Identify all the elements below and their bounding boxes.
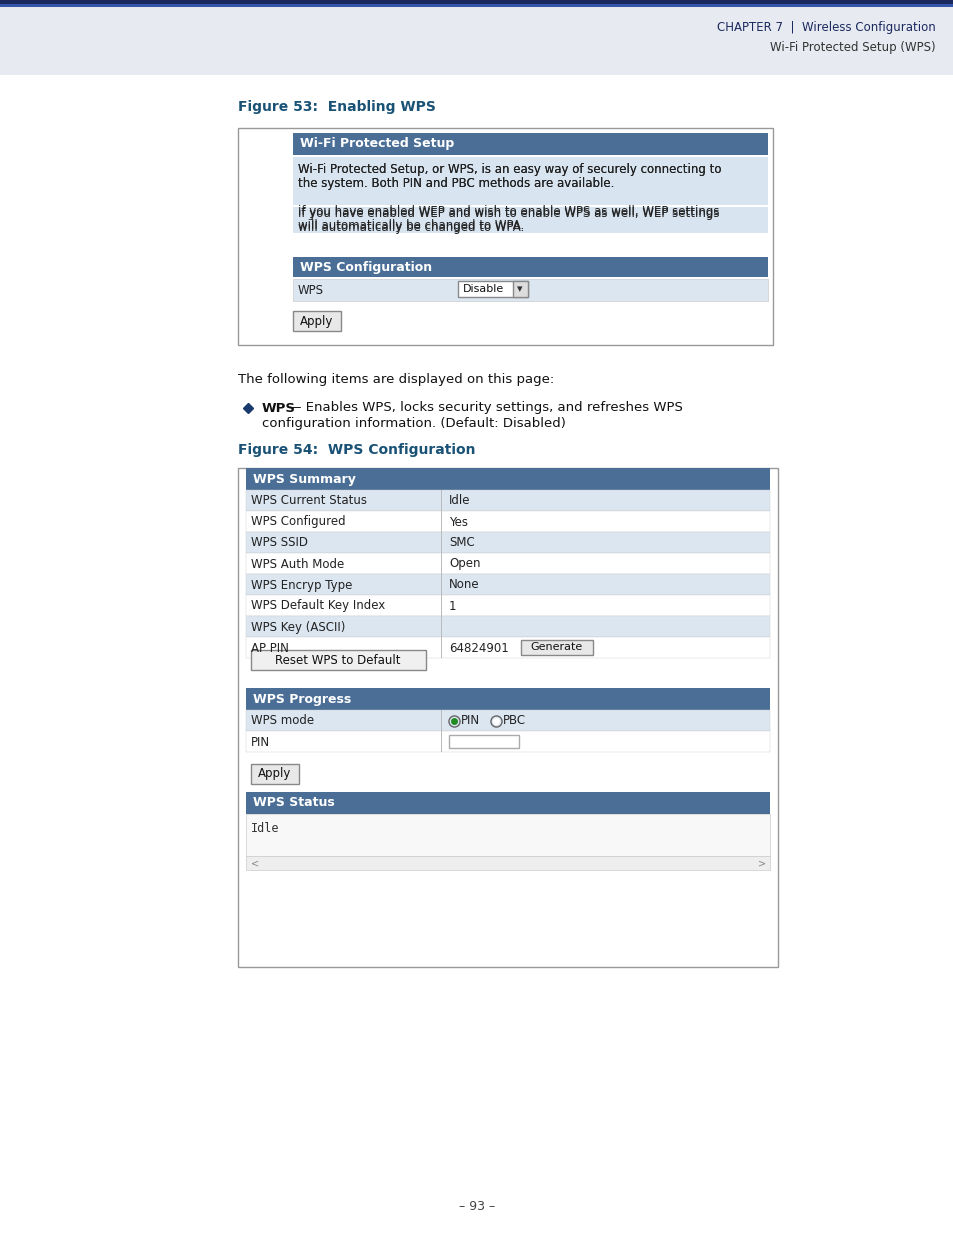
Text: Reset WPS to Default: Reset WPS to Default bbox=[275, 653, 400, 667]
Bar bbox=[246, 814, 769, 856]
Text: Open: Open bbox=[449, 557, 480, 571]
Bar bbox=[246, 595, 769, 616]
Bar bbox=[246, 616, 769, 637]
Text: Wi-Fi Protected Setup, or WPS, is an easy way of securely connecting to: Wi-Fi Protected Setup, or WPS, is an eas… bbox=[297, 163, 720, 175]
Text: WPS Encryp Type: WPS Encryp Type bbox=[251, 578, 352, 592]
Text: – 93 –: – 93 – bbox=[458, 1200, 495, 1214]
Text: WPS Status: WPS Status bbox=[253, 797, 335, 809]
Text: WPS Progress: WPS Progress bbox=[253, 693, 351, 705]
Text: None: None bbox=[449, 578, 479, 592]
Text: ▾: ▾ bbox=[517, 284, 522, 294]
Bar bbox=[0, 0, 953, 75]
Text: Figure 53:  Enabling WPS: Figure 53: Enabling WPS bbox=[237, 100, 436, 114]
Bar bbox=[246, 710, 769, 731]
Text: WPS Configuration: WPS Configuration bbox=[299, 261, 432, 273]
Text: Wi-Fi Protected Setup (WPS): Wi-Fi Protected Setup (WPS) bbox=[770, 41, 935, 53]
Text: WPS Configured: WPS Configured bbox=[251, 515, 345, 529]
Text: Disable: Disable bbox=[462, 284, 504, 294]
Text: Idle: Idle bbox=[251, 821, 279, 835]
Bar bbox=[293, 157, 767, 205]
Bar bbox=[440, 595, 441, 616]
Text: Figure 54:  WPS Configuration: Figure 54: WPS Configuration bbox=[237, 443, 475, 457]
Text: the system. Both PIN and PBC methods are available.: the system. Both PIN and PBC methods are… bbox=[297, 177, 614, 189]
Bar bbox=[293, 311, 340, 331]
Text: Apply: Apply bbox=[258, 767, 292, 781]
Text: <: < bbox=[251, 858, 259, 868]
Text: Idle: Idle bbox=[449, 494, 470, 508]
Text: WPS Auth Mode: WPS Auth Mode bbox=[251, 557, 344, 571]
Bar bbox=[293, 207, 767, 233]
Text: — Enables WPS, locks security settings, and refreshes WPS: — Enables WPS, locks security settings, … bbox=[284, 401, 682, 415]
Bar bbox=[293, 257, 767, 277]
Bar bbox=[246, 553, 769, 574]
Bar bbox=[440, 532, 441, 553]
Bar bbox=[0, 4, 953, 7]
Text: Apply: Apply bbox=[300, 315, 334, 327]
Text: configuration information. (Default: Disabled): configuration information. (Default: Dis… bbox=[262, 417, 565, 431]
Text: WPS Default Key Index: WPS Default Key Index bbox=[251, 599, 385, 613]
Bar bbox=[440, 637, 441, 658]
Text: the system. Both PIN and PBC methods are available.: the system. Both PIN and PBC methods are… bbox=[297, 177, 614, 189]
Bar bbox=[440, 731, 441, 752]
Bar bbox=[440, 616, 441, 637]
Text: AP PIN: AP PIN bbox=[251, 641, 289, 655]
Bar bbox=[440, 490, 441, 511]
Text: SMC: SMC bbox=[449, 536, 475, 550]
Bar bbox=[0, 0, 953, 4]
Text: CHAPTER 7  |  Wireless Configuration: CHAPTER 7 | Wireless Configuration bbox=[717, 21, 935, 35]
Text: WPS Summary: WPS Summary bbox=[253, 473, 355, 485]
Text: WPS mode: WPS mode bbox=[251, 715, 314, 727]
Bar bbox=[237, 468, 778, 967]
Bar bbox=[251, 764, 298, 784]
Text: will automatically be changed to WPA.: will automatically be changed to WPA. bbox=[297, 219, 524, 231]
Text: Wi-Fi Protected Setup, or WPS, is an easy way of securely connecting to: Wi-Fi Protected Setup, or WPS, is an eas… bbox=[297, 163, 720, 175]
Bar bbox=[246, 574, 769, 595]
Text: Generate: Generate bbox=[530, 642, 582, 652]
Text: PBC: PBC bbox=[502, 715, 525, 727]
Text: Yes: Yes bbox=[449, 515, 468, 529]
Bar bbox=[440, 553, 441, 574]
Bar bbox=[246, 856, 769, 869]
Bar bbox=[520, 640, 593, 655]
Bar bbox=[246, 731, 769, 752]
Text: Wi-Fi Protected Setup: Wi-Fi Protected Setup bbox=[299, 137, 454, 151]
Bar bbox=[246, 532, 769, 553]
Bar bbox=[457, 282, 527, 296]
Bar bbox=[440, 511, 441, 532]
Bar bbox=[440, 710, 441, 731]
Text: WPS: WPS bbox=[262, 401, 295, 415]
Text: will automatically be changed to WPA.: will automatically be changed to WPA. bbox=[297, 221, 524, 233]
Bar bbox=[449, 735, 518, 748]
Text: 64824901: 64824901 bbox=[449, 641, 508, 655]
Text: if you have enabled WEP and wish to enable WPS as well, WEP settings: if you have enabled WEP and wish to enab… bbox=[297, 206, 719, 220]
Bar bbox=[246, 490, 769, 511]
Text: PIN: PIN bbox=[251, 736, 270, 748]
Bar bbox=[513, 282, 527, 296]
Bar bbox=[293, 279, 767, 301]
Bar bbox=[246, 637, 769, 658]
Text: WPS Current Status: WPS Current Status bbox=[251, 494, 367, 508]
Text: 1: 1 bbox=[449, 599, 456, 613]
Bar bbox=[246, 511, 769, 532]
Bar bbox=[246, 688, 769, 710]
Text: PIN: PIN bbox=[460, 715, 479, 727]
Text: >: > bbox=[758, 858, 765, 868]
Text: The following items are displayed on this page:: The following items are displayed on thi… bbox=[237, 373, 554, 387]
Text: WPS: WPS bbox=[297, 284, 324, 296]
Bar bbox=[251, 650, 426, 671]
Text: WPS SSID: WPS SSID bbox=[251, 536, 308, 550]
Text: WPS Key (ASCII): WPS Key (ASCII) bbox=[251, 620, 345, 634]
Bar bbox=[237, 128, 772, 345]
Bar bbox=[440, 574, 441, 595]
Bar bbox=[246, 468, 769, 490]
Text: if you have enabled WEP and wish to enable WPS as well, WEP settings: if you have enabled WEP and wish to enab… bbox=[297, 205, 719, 217]
Bar bbox=[246, 792, 769, 814]
Bar bbox=[293, 133, 767, 156]
